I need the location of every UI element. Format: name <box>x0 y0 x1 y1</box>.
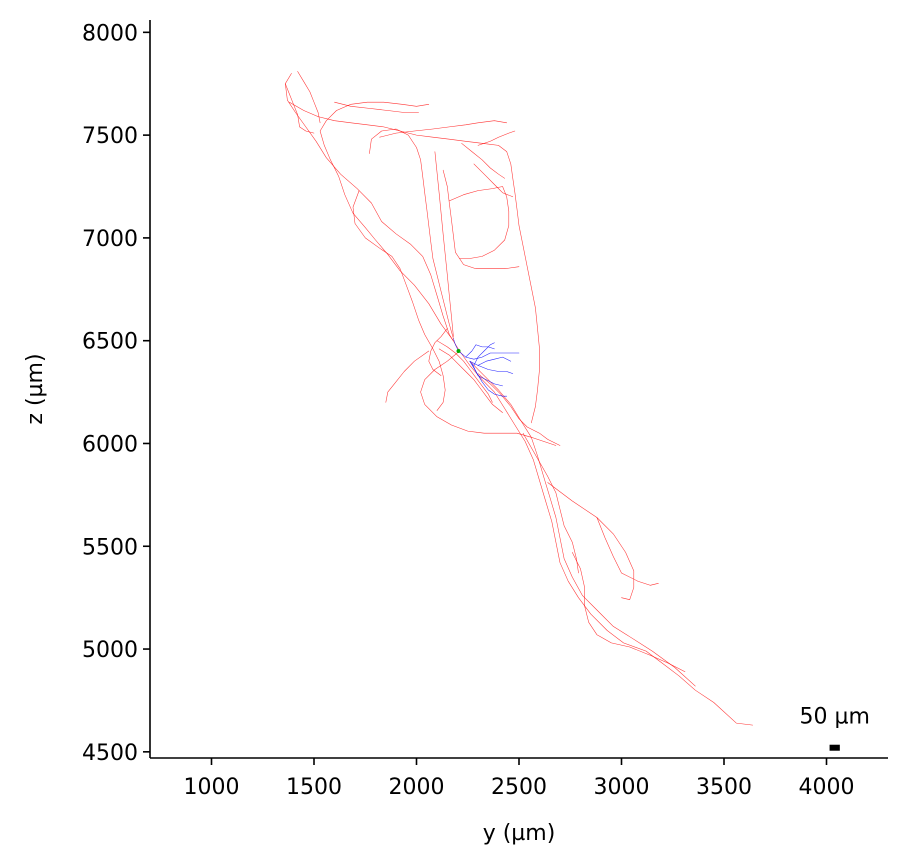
trace-axon-up-2 <box>319 101 454 341</box>
trace-axon-right-branch-2 <box>473 163 514 198</box>
trace-axon-top-left-2 <box>297 71 321 124</box>
y-tick-label: 6500 <box>82 330 138 355</box>
trace-dendrite-7 <box>477 356 512 366</box>
trace-axon-descend-2 <box>572 552 686 672</box>
x-ticks: 1000 1500 2000 2500 3000 3500 4000 <box>184 758 855 800</box>
trace-axon-trunk-2 <box>469 360 696 687</box>
x-tick-label: 1500 <box>286 775 342 800</box>
trace-axon-loop-lower <box>547 482 635 600</box>
x-tick-label: 1000 <box>184 775 240 800</box>
trace-dendrite-6 <box>453 338 459 352</box>
trace-dendrite-8 <box>471 363 503 387</box>
x-tick-label: 2000 <box>389 775 445 800</box>
trace-axon-inner-loop-2 <box>449 186 510 259</box>
y-ticks: 4500 5000 5500 6000 6500 7000 7500 8000 <box>82 21 150 766</box>
trace-dendrite-3 <box>469 360 514 374</box>
y-tick-label: 6000 <box>82 432 138 457</box>
x-axis-label: y (µm) <box>483 821 556 846</box>
trace-dendrite-2 <box>465 344 495 358</box>
trace-axon-left-loop-2 <box>369 128 454 339</box>
trace-axon-upper-right-branch <box>477 130 516 146</box>
axes: 1000 1500 2000 2500 3000 3500 4000 4500 5000 550… <box>23 20 888 846</box>
trace-axon-lower-branch <box>596 517 659 586</box>
trace-axon-core-branch <box>428 328 448 376</box>
scale-bar-label: 50 µm <box>799 705 869 730</box>
trace-axon-top-mid <box>334 101 419 113</box>
trace-axon-top-loop <box>289 101 540 424</box>
soma-marker <box>456 348 461 353</box>
trace-axon-dense-core <box>436 340 493 403</box>
x-tick-label: 4000 <box>799 775 855 800</box>
trace-axon-descend-1 <box>522 432 579 574</box>
x-tick-label: 3000 <box>594 775 650 800</box>
trace-axon-up-main <box>285 73 460 352</box>
trace-axon-top-left-1 <box>285 83 315 134</box>
trace-axon-dense-core-2 <box>438 348 503 413</box>
y-axis-label: z (µm) <box>23 353 48 424</box>
trace-axon-crossbar <box>379 120 507 138</box>
trace-axon-far-left <box>385 350 430 403</box>
y-tick-label: 7000 <box>82 227 138 252</box>
scale-bar <box>829 744 840 751</box>
y-tick-label: 4500 <box>82 741 138 766</box>
trace-axon-middle-vertical <box>434 151 454 337</box>
x-tick-label: 2500 <box>491 775 547 800</box>
trace-axon-mid-right <box>477 373 561 446</box>
y-tick-label: 7500 <box>82 124 138 149</box>
trace-layer <box>285 71 753 726</box>
trace-dendrite-5 <box>473 342 495 366</box>
trace-dendrite-1 <box>458 350 520 360</box>
y-tick-label: 5500 <box>82 535 138 560</box>
trace-axon-left-loop <box>352 190 446 411</box>
trace-axon-lower-left <box>420 350 557 446</box>
x-tick-label: 3500 <box>696 775 752 800</box>
y-tick-label: 8000 <box>82 21 138 46</box>
y-tick-label: 5000 <box>82 638 138 663</box>
decor-layer: 50 µm <box>456 348 870 751</box>
trace-axon-trunk <box>459 350 753 726</box>
trace-axon-inner-loop <box>442 169 520 269</box>
trace-axon-right-branch <box>461 143 505 179</box>
